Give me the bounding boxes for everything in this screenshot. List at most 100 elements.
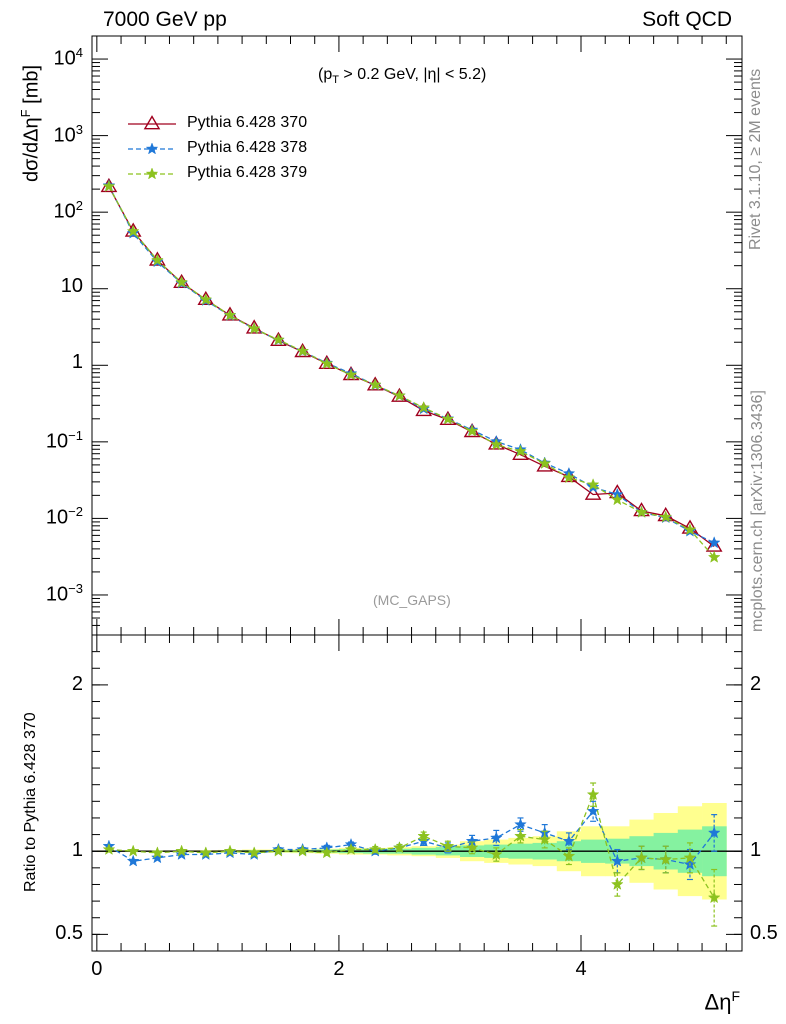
series-layer (100, 115, 723, 927)
legend-marker (145, 142, 159, 155)
data-point (415, 401, 433, 417)
ratio-point (489, 831, 503, 844)
y-tick-label-base: 10 (60, 274, 83, 297)
cut-label: (pT > 0.2 GeV, |η| < 5.2) (318, 66, 486, 86)
ratio-y-tick-label-left: 0.5 (55, 922, 83, 945)
series-378 (102, 178, 721, 549)
ratio-point (151, 846, 164, 859)
y-tick-label-base: 1 (71, 351, 83, 374)
ratio-series-line (108, 792, 715, 899)
watermark: (MC_GAPS) (373, 592, 451, 608)
ratio-point (635, 851, 648, 864)
data-point (707, 536, 721, 549)
cut-label-subscript: T (332, 74, 339, 87)
data-point (514, 444, 527, 457)
ratio-point (610, 877, 624, 890)
x-axis-label: ΔηF (705, 988, 741, 1015)
data-point (584, 485, 602, 500)
rivet-version-label: Rivet 3.1.10, ≥ 2M events (747, 68, 764, 250)
y-tick-label-base: 10 (53, 47, 76, 70)
data-point (538, 456, 552, 469)
header-left: 7000 GeV pp (103, 8, 227, 31)
y-tick-label: 104 (54, 45, 83, 71)
main-y-label-prefix: dσ/dΔη (20, 117, 43, 182)
data-point (320, 357, 334, 370)
tick-marks (92, 35, 742, 951)
ratio-plot-frame (91, 634, 743, 952)
series-379 (102, 179, 721, 563)
series-line (108, 185, 715, 544)
x-label-base: Δη (704, 989, 732, 1015)
ratio-y-tick-label-right-base: 2 (750, 672, 762, 695)
ratio-point (610, 854, 624, 867)
data-point (610, 493, 624, 506)
cut-label-suffix: > 0.2 GeV, |η| < 5.2) (338, 66, 487, 83)
data-point (707, 550, 721, 563)
main-y-label-superscript: F (18, 109, 33, 118)
header-right: Soft QCD (642, 8, 732, 31)
y-tick-label-exponent: 4 (75, 45, 83, 61)
y-tick-label: 102 (54, 198, 83, 224)
ratio-point (707, 891, 721, 904)
ratio-y-tick-label-left-base: 0.5 (55, 922, 83, 945)
ratio-y-tick-label-left: 1 (72, 839, 83, 862)
ratio-series-379 (102, 782, 721, 927)
y-tick-label-base: 10 (45, 430, 69, 453)
series-370 (100, 177, 723, 552)
legend-marker (143, 115, 161, 130)
ratio-point (586, 804, 600, 817)
ratio-point (707, 826, 721, 839)
legend-swatch (128, 167, 176, 180)
ratio-point (102, 842, 116, 855)
data-point (272, 333, 285, 346)
ratio-y-tick-label-left: 2 (72, 673, 83, 696)
data-point (465, 424, 479, 437)
data-point (417, 400, 431, 414)
ratio-point (151, 851, 164, 864)
mcplots-reference-label: mcplots.cern.ch [arXiv:1306.3436] (749, 390, 766, 632)
y-tick-label: 10−2 (46, 504, 83, 530)
data-point (586, 478, 600, 491)
y-tick-label: 103 (54, 122, 83, 148)
ratio-point (417, 829, 431, 842)
data-point (223, 308, 237, 321)
ratio-point (272, 844, 285, 857)
main-y-axis-label: dσ/dΔηF [mb] (18, 65, 44, 182)
legend-label: Pythia 6.428 370 (187, 114, 308, 131)
x-tick-label-base: 4 (575, 958, 587, 980)
ratio-y-tick-label-right: 2 (750, 673, 761, 696)
ratio-y-axis-label: Ratio to Pythia 6.428 370 (22, 712, 39, 892)
ratio-point (223, 844, 237, 857)
legend-label: Pythia 6.428 379 (187, 164, 308, 181)
ratio-y-tick-label-right-base: 0.5 (750, 922, 778, 945)
legend-label: Pythia 6.428 378 (187, 139, 308, 156)
data-point (175, 275, 188, 288)
ratio-y-tick-label-left-base: 2 (71, 672, 83, 695)
y-tick-label-exponent: 3 (75, 121, 83, 137)
data-point (536, 457, 554, 472)
data-point (247, 322, 261, 335)
data-point (344, 368, 358, 381)
ratio-point (683, 851, 697, 864)
data-point (441, 412, 455, 425)
data-point (126, 224, 140, 237)
ratio-point (659, 852, 673, 865)
data-point (635, 505, 648, 518)
ratio-point (441, 839, 455, 852)
ratio-point (562, 834, 576, 847)
legend-swatch (128, 142, 176, 155)
ratio-point (320, 846, 334, 859)
y-tick-label: 1 (72, 351, 83, 374)
legend-marker (145, 167, 159, 180)
y-tick-label: 10−3 (46, 581, 83, 607)
legend-swatch (128, 115, 176, 130)
x-tick-label: 0 (91, 958, 102, 981)
data-point (296, 344, 309, 357)
y-tick-label-exponent: −1 (68, 427, 83, 443)
data-point (199, 293, 213, 306)
data-point (562, 470, 576, 484)
ratio-point (247, 846, 261, 859)
data-point (368, 378, 382, 391)
data-point (489, 437, 503, 451)
